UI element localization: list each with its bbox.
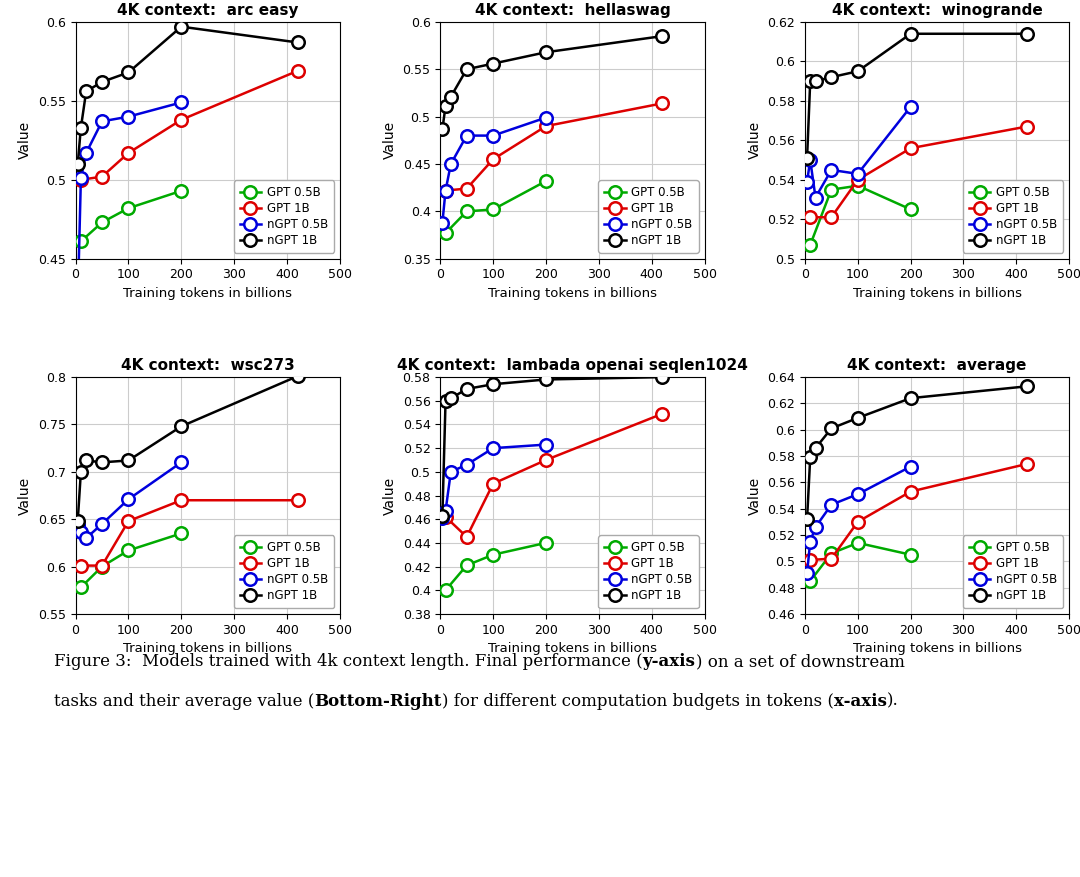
- Title: 4K context:  arc easy: 4K context: arc easy: [117, 3, 298, 18]
- X-axis label: Training tokens in billions: Training tokens in billions: [488, 287, 657, 300]
- X-axis label: Training tokens in billions: Training tokens in billions: [852, 287, 1022, 300]
- Text: Bottom-Right: Bottom-Right: [314, 693, 442, 709]
- Legend: GPT 0.5B, GPT 1B, nGPT 0.5B, nGPT 1B: GPT 0.5B, GPT 1B, nGPT 0.5B, nGPT 1B: [233, 180, 334, 253]
- Title: 4K context:  winogrande: 4K context: winogrande: [832, 3, 1042, 18]
- Y-axis label: Value: Value: [383, 476, 397, 515]
- Title: 4K context:  hellaswag: 4K context: hellaswag: [474, 3, 671, 18]
- Legend: GPT 0.5B, GPT 1B, nGPT 0.5B, nGPT 1B: GPT 0.5B, GPT 1B, nGPT 0.5B, nGPT 1B: [963, 535, 1064, 608]
- Y-axis label: Value: Value: [18, 476, 32, 515]
- X-axis label: Training tokens in billions: Training tokens in billions: [123, 642, 293, 655]
- X-axis label: Training tokens in billions: Training tokens in billions: [488, 642, 657, 655]
- Y-axis label: Value: Value: [747, 121, 761, 160]
- Legend: GPT 0.5B, GPT 1B, nGPT 0.5B, nGPT 1B: GPT 0.5B, GPT 1B, nGPT 0.5B, nGPT 1B: [963, 180, 1064, 253]
- Legend: GPT 0.5B, GPT 1B, nGPT 0.5B, nGPT 1B: GPT 0.5B, GPT 1B, nGPT 0.5B, nGPT 1B: [598, 535, 699, 608]
- Text: ) on a set of downstream: ) on a set of downstream: [696, 653, 904, 670]
- Y-axis label: Value: Value: [383, 121, 397, 160]
- Y-axis label: Value: Value: [747, 476, 761, 515]
- Title: 4K context:  wsc273: 4K context: wsc273: [121, 358, 295, 374]
- Title: 4K context:  lambada openai seqlen1024: 4K context: lambada openai seqlen1024: [397, 358, 747, 374]
- Title: 4K context:  average: 4K context: average: [848, 358, 1027, 374]
- Y-axis label: Value: Value: [18, 121, 32, 160]
- Text: ) for different computation budgets in tokens (: ) for different computation budgets in t…: [442, 693, 834, 709]
- Legend: GPT 0.5B, GPT 1B, nGPT 0.5B, nGPT 1B: GPT 0.5B, GPT 1B, nGPT 0.5B, nGPT 1B: [233, 535, 334, 608]
- Text: ).: ).: [887, 693, 899, 709]
- X-axis label: Training tokens in billions: Training tokens in billions: [123, 287, 293, 300]
- Text: Figure 3:  Models trained with 4k context length. Final performance (: Figure 3: Models trained with 4k context…: [54, 653, 643, 670]
- Text: tasks and their average value (: tasks and their average value (: [54, 693, 314, 709]
- Text: x-axis: x-axis: [834, 693, 887, 709]
- X-axis label: Training tokens in billions: Training tokens in billions: [852, 642, 1022, 655]
- Text: y-axis: y-axis: [643, 653, 696, 670]
- Legend: GPT 0.5B, GPT 1B, nGPT 0.5B, nGPT 1B: GPT 0.5B, GPT 1B, nGPT 0.5B, nGPT 1B: [598, 180, 699, 253]
